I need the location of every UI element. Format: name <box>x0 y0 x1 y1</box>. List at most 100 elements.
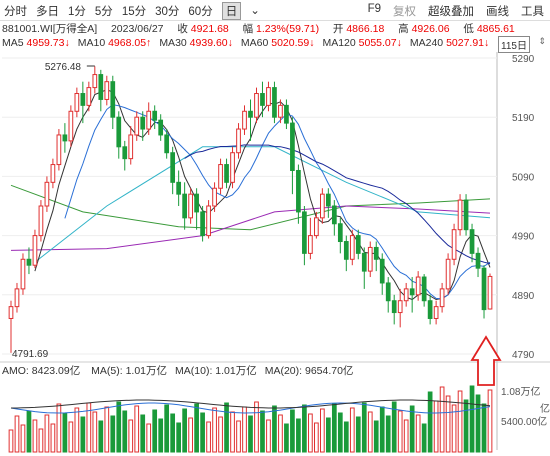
up-arrow-icon <box>470 335 502 386</box>
volume-bar <box>80 416 86 453</box>
period-tab-3[interactable]: 5分 <box>94 6 113 18</box>
candle-body <box>451 229 457 260</box>
volume-bar <box>50 423 56 453</box>
candle-body <box>74 93 80 112</box>
scroll-icon[interactable]: ⇕ <box>538 36 546 46</box>
volume-bar <box>98 420 104 453</box>
candle-body <box>403 288 409 302</box>
volume-bar <box>319 408 325 453</box>
ma-line-5 <box>34 89 491 301</box>
ma-value-0: 4959.73↓ <box>26 37 70 49</box>
tool-item-1[interactable]: 复权 <box>393 6 416 18</box>
period-tab-6[interactable]: 60分 <box>188 6 213 18</box>
amo-tick-label: 5400.00亿 <box>501 415 547 428</box>
candle-body <box>182 193 187 219</box>
low-value: 4865.61 <box>476 23 515 35</box>
volume-bar <box>116 401 122 453</box>
volume-bar <box>26 410 32 453</box>
candle-body <box>308 235 313 254</box>
y-tick-label: 4790 <box>512 350 535 361</box>
ma-long-line-2 <box>34 146 491 263</box>
candle-body <box>92 74 98 89</box>
volume-bar <box>182 408 187 453</box>
volume-bar <box>475 394 481 453</box>
volume-bar <box>242 406 247 453</box>
candle-body <box>445 258 451 290</box>
volume-bar <box>110 415 116 453</box>
candle-body <box>278 104 283 118</box>
candle-body <box>38 205 44 237</box>
candle-body <box>475 252 481 269</box>
ma-label-2: MA30 <box>159 37 190 49</box>
period-tab-1[interactable]: 多日 <box>36 6 59 18</box>
candle-body <box>122 146 128 160</box>
tool-item-2[interactable]: 超级叠加 <box>428 6 474 18</box>
ma-label-3: MA60 <box>240 37 272 49</box>
tool-item-3[interactable]: 画线 <box>486 6 509 18</box>
period-tab-2[interactable]: 1分 <box>68 6 86 18</box>
volume-bar <box>56 403 62 453</box>
volume-bar <box>403 419 409 453</box>
period-tabs: 分时 多日 1分 5分 15分 30分 60分日 ⌄ <box>4 2 260 20</box>
candle-body <box>319 193 325 219</box>
period-count-box[interactable]: 115日 <box>498 36 530 53</box>
candle-body <box>146 110 152 130</box>
volume-bar <box>266 419 271 453</box>
high-annotation: 5276.48 <box>45 62 82 73</box>
candle-body <box>397 300 403 314</box>
candle-body <box>236 128 241 154</box>
period-tab-0[interactable]: 分时 <box>4 6 27 18</box>
volume-bar <box>302 404 307 453</box>
ma-value-3: 5020.59↓ <box>271 37 315 49</box>
tool-menu: F9 复权 超级叠加 画线 工具 <box>368 3 544 19</box>
candle-body <box>212 187 217 207</box>
candle-body <box>62 134 68 142</box>
volume-bar <box>308 413 313 453</box>
candle-body <box>230 152 235 183</box>
open-label: 开 <box>332 23 344 35</box>
ma-long-line-0 <box>10 184 491 231</box>
candle-body <box>170 152 176 183</box>
candle-body <box>206 205 211 237</box>
period-tab-5[interactable]: 30分 <box>155 6 180 18</box>
volume-bar <box>44 414 50 453</box>
volume-bar <box>272 405 277 453</box>
volume-bar <box>230 411 235 453</box>
candle-body <box>481 267 487 311</box>
candle-body <box>349 235 355 260</box>
candle-body <box>110 81 116 118</box>
y-tick-label: 5190 <box>512 113 535 124</box>
period-tab-7[interactable]: 日 <box>221 2 242 20</box>
y-tick-label: 5090 <box>512 172 535 183</box>
volume-bar <box>122 410 128 453</box>
candle-body <box>56 134 62 166</box>
amo-ma-line <box>10 402 491 414</box>
volume-bar <box>104 406 110 453</box>
volume-bar <box>445 395 451 453</box>
candle-body <box>8 306 14 319</box>
volume-bar <box>32 419 38 453</box>
volume-bar <box>260 410 265 453</box>
volume-bar <box>284 423 289 453</box>
volume-bar <box>290 409 295 453</box>
volume-bar <box>254 401 259 453</box>
candle-body <box>134 116 140 136</box>
candle-body <box>433 306 439 319</box>
volume-bar <box>224 402 229 453</box>
candle-body <box>152 110 158 121</box>
y-tick-label: 5290 <box>512 54 535 65</box>
volume-bar <box>314 422 319 453</box>
amo-ma-2: MA(20): 9654.70亿 <box>264 365 354 377</box>
amo-ma-1: MA(10): 1.01万亿 <box>175 365 257 377</box>
tool-item-0[interactable]: F9 <box>367 3 381 15</box>
volume-bar <box>176 422 182 453</box>
chevron-down-icon[interactable]: ⌄ <box>250 5 260 17</box>
chart-toolbar: 分时 多日 1分 5分 15分 30分 60分日 ⌄ F9 复权 超级叠加 画线 工具 <box>0 0 550 21</box>
tool-item-4[interactable]: 工具 <box>521 6 544 18</box>
volume-bar <box>457 390 463 453</box>
period-tab-4[interactable]: 15分 <box>121 6 147 18</box>
candle-body <box>343 241 349 260</box>
ma-long-line-1 <box>10 205 491 251</box>
volume-bar <box>200 412 205 453</box>
